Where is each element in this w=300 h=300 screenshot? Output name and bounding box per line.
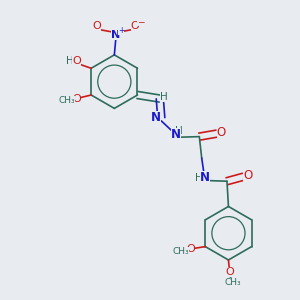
- Text: O: O: [131, 21, 140, 31]
- Text: O: O: [217, 126, 226, 139]
- Text: CH₃: CH₃: [58, 97, 75, 106]
- Text: −: −: [137, 17, 145, 26]
- Text: CH₃: CH₃: [172, 247, 189, 256]
- Text: O: O: [72, 94, 81, 103]
- Text: N: N: [111, 30, 120, 40]
- Text: O: O: [226, 267, 234, 277]
- Text: N: N: [170, 128, 181, 141]
- Text: N: N: [151, 111, 161, 124]
- Text: H: H: [160, 92, 168, 102]
- Text: H: H: [175, 126, 183, 136]
- Text: H: H: [66, 56, 74, 66]
- Text: H: H: [195, 172, 202, 183]
- Text: O: O: [72, 56, 81, 66]
- Text: O: O: [92, 21, 101, 31]
- Text: +: +: [118, 26, 124, 35]
- Text: N: N: [200, 171, 210, 184]
- Text: O: O: [186, 244, 195, 254]
- Text: CH₃: CH₃: [224, 278, 241, 287]
- Text: O: O: [243, 169, 252, 182]
